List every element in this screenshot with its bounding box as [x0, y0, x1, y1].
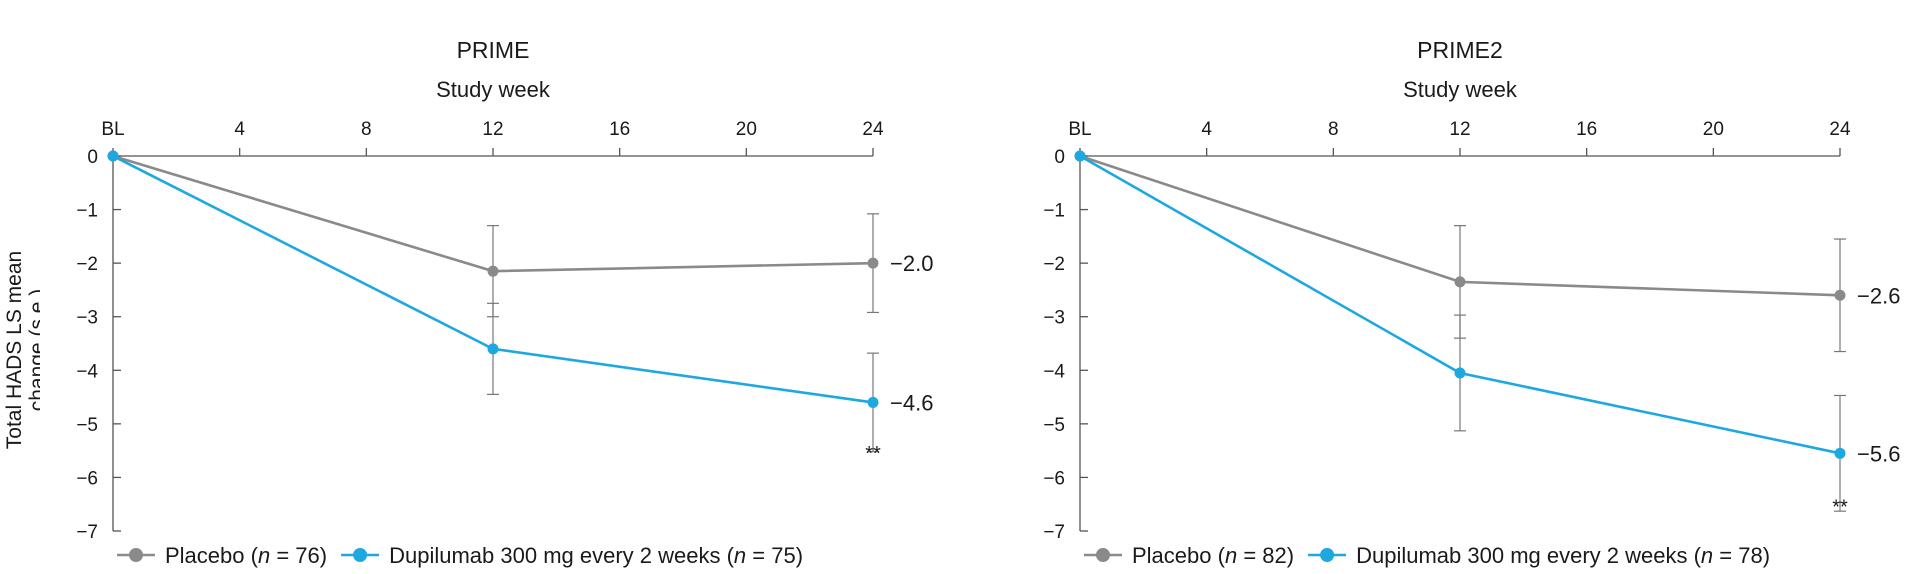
panel2-legend-dupilumab-equals: = [1713, 543, 1738, 568]
panel2-legend-dupilumab-n-symbol: n [1701, 543, 1713, 568]
panel2-legend-dupilumab-label: Dupilumab 300 mg every 2 weeks (n = 78) [1356, 543, 1770, 568]
panel2-legend-placebo-prefix: Placebo ( [1132, 543, 1226, 568]
panel2-legend-placebo-n-symbol: n [1225, 543, 1237, 568]
panel2-y-tick-label: 0 [1054, 147, 1065, 168]
panel2-x-tick-label: 24 [1829, 119, 1851, 140]
panel2-y-tick-label: −3 [1043, 308, 1065, 329]
panel1-legend-dupilumab-equals: = [746, 543, 771, 568]
panel1-legend-placebo-prefix: Placebo ( [165, 543, 259, 568]
panel1-legend-placebo-marker [129, 548, 143, 562]
panel1-legend-placebo-close: ) [320, 543, 327, 568]
panel1-legend-placebo-equals: = [270, 543, 295, 568]
panel2-legend-placebo-equals: = [1237, 543, 1262, 568]
panel2-legend-dupilumab-prefix: Dupilumab 300 mg every 2 weeks ( [1356, 543, 1701, 568]
panel1-legend-placebo-n-value: 76 [295, 543, 319, 568]
panel1-x-tick-label: 12 [482, 119, 503, 140]
panel1-y-tick-label: −5 [76, 415, 98, 436]
panel1-legend-dupilumab-close: ) [796, 543, 803, 568]
panel2-legend-dupilumab-marker [1320, 548, 1335, 562]
panel2-x-tick-label: 16 [1576, 119, 1597, 140]
panel1-legend-dupilumab-n-value: 75 [771, 543, 795, 568]
panel2-dupilumab-data-point [1454, 367, 1466, 379]
panel1-x-tick-label: 16 [609, 119, 630, 140]
panel1-x-tick-label: BL [101, 119, 124, 140]
panel2-dupilumab-data-point [1834, 447, 1846, 459]
panel1-x-tick-label: 24 [862, 119, 884, 140]
panel2-legend-placebo-n-value: 82 [1262, 543, 1286, 568]
panel1-placebo-data-point [867, 257, 879, 269]
panel1-dupilumab-end-value-label: −4.6 [890, 390, 933, 415]
panel1-y-tick-label: −1 [76, 201, 98, 222]
panel1-y-tick-label: −2 [76, 254, 98, 275]
panel2-y-tick-label: −4 [1043, 361, 1065, 382]
panel1-chart-title: PRIME [457, 37, 530, 63]
panel2-y-tick-label: −6 [1043, 468, 1065, 489]
panel2-y-tick-label: −2 [1043, 254, 1065, 275]
panel2-x-tick-label: 12 [1449, 119, 1470, 140]
panel2-y-tick-label: −1 [1043, 201, 1065, 222]
panel1-x-axis-title: Study week [436, 77, 551, 102]
panel1-legend-dupilumab-marker [353, 548, 368, 562]
panel2-x-tick-label: 20 [1703, 119, 1724, 140]
panel2-legend-dupilumab-close: ) [1763, 543, 1770, 568]
panel2-x-tick-label: 8 [1328, 119, 1339, 140]
panel2-dupilumab-data-point [1074, 150, 1086, 162]
panel2-x-axis-title: Study week [1403, 77, 1518, 102]
panel2-chart-title: PRIME2 [1417, 37, 1503, 63]
panel2-placebo-data-point [1454, 276, 1466, 288]
panel1-dupilumab-data-point [487, 343, 499, 355]
panel1-legend-placebo-n-symbol: n [258, 543, 270, 568]
panel2-placebo-end-value-label: −2.6 [1857, 283, 1900, 308]
panel1-y-tick-label: −6 [76, 468, 98, 489]
panel2-legend-placebo-marker [1096, 548, 1110, 562]
panel1-y-tick-label: −4 [76, 361, 98, 382]
panel1-dupilumab-data-point [107, 150, 119, 162]
panel2-x-tick-label: 4 [1201, 119, 1212, 140]
panel2-legend-dupilumab-n-value: 78 [1738, 543, 1762, 568]
panel1-dupilumab-data-point [867, 396, 879, 408]
panel1-legend-dupilumab-n-symbol: n [734, 543, 746, 568]
panel1-y-tick-label: −7 [76, 522, 98, 543]
panel1-placebo-end-value-label: −2.0 [890, 251, 933, 276]
panel1-y-tick-label: −3 [76, 308, 98, 329]
panel2-placebo-data-point [1834, 289, 1846, 301]
panel2-x-tick-label: BL [1068, 119, 1091, 140]
panel2-dupilumab-end-value-label: −5.6 [1857, 441, 1900, 466]
panel2-legend-placebo-close: ) [1287, 543, 1294, 568]
panel2-significance-marker: ** [1832, 497, 1848, 519]
panel1-x-tick-label: 20 [736, 119, 757, 140]
panel1-y-tick-label: 0 [87, 147, 98, 168]
panel1-legend-dupilumab-label: Dupilumab 300 mg every 2 weeks (n = 75) [389, 543, 803, 568]
panel2-legend-placebo-label: Placebo (n = 82) [1132, 543, 1294, 568]
panel1-significance-marker: ** [865, 443, 881, 465]
y-axis-label-line1: Total HADS LS mean [3, 251, 26, 449]
panel1-legend-dupilumab-prefix: Dupilumab 300 mg every 2 weeks ( [389, 543, 734, 568]
panel2-y-tick-label: −5 [1043, 415, 1065, 436]
panel1-x-tick-label: 8 [361, 119, 372, 140]
panel1-legend-placebo-label: Placebo (n = 76) [165, 543, 327, 568]
panel1-placebo-data-point [487, 265, 499, 277]
panel2-y-tick-label: −7 [1043, 522, 1065, 543]
panel1-x-tick-label: 4 [234, 119, 245, 140]
